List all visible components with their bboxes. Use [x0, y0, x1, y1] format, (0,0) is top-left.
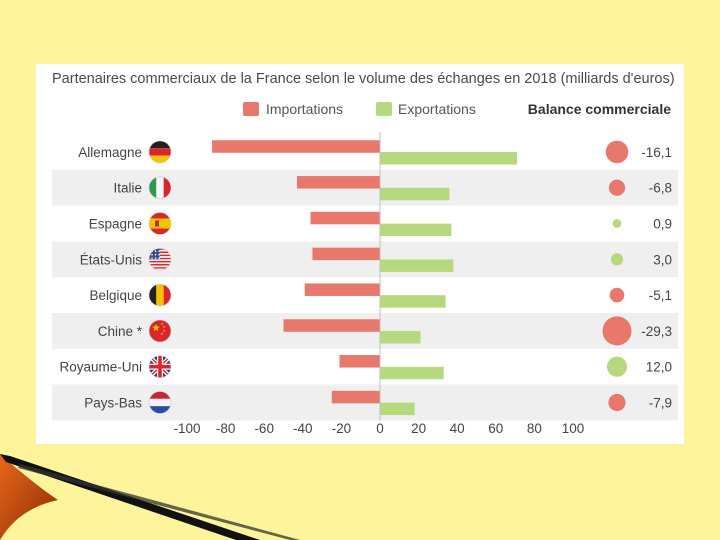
chart-panel: Partenaires commerciaux de la France sel… — [36, 64, 684, 444]
flag-germany — [149, 140, 171, 163]
balance-bubble — [608, 393, 626, 412]
flag-china — [149, 319, 171, 342]
bar-importations — [331, 390, 380, 404]
legend-label-exportations: Exportations — [398, 101, 476, 117]
x-tick-label: -20 — [332, 421, 352, 436]
category-label: Italie — [113, 181, 142, 196]
x-tick-label: 80 — [527, 421, 542, 436]
bar-importations — [297, 176, 380, 189]
legend-label-importations: Importations — [266, 101, 343, 117]
balance-bubble — [609, 287, 625, 303]
x-axis-ticks: -100 -80 -60 -40 -20 0 20 40 60 80 100 — [173, 421, 584, 436]
row-1: Italie -6,8 — [113, 176, 672, 201]
flag-belgium — [149, 284, 171, 307]
balance-bubble — [608, 179, 626, 196]
bar-importations — [310, 211, 380, 225]
flag-netherlands — [149, 391, 171, 414]
balance-value: -16,1 — [641, 145, 672, 160]
x-tick-label: 0 — [376, 421, 384, 436]
row-6: Royaume-Uni 12,0 — [59, 355, 672, 380]
bar-exportations — [380, 223, 452, 237]
flag-uk — [149, 355, 171, 378]
x-tick-label: 60 — [488, 421, 503, 436]
category-label: Espagne — [89, 217, 142, 232]
bar-exportations — [380, 331, 421, 344]
bar-importations — [304, 283, 380, 296]
balance-value: 0,9 — [653, 217, 672, 232]
balance-value: 12,0 — [646, 360, 672, 375]
flag-usa — [149, 248, 171, 271]
x-tick-label: 40 — [450, 421, 465, 436]
row-0: Allemagne -16,1 — [78, 140, 672, 165]
category-label: Belgique — [89, 288, 142, 303]
balance-bubble — [605, 140, 629, 164]
x-tick-label: 100 — [562, 421, 585, 436]
legend: Importations Exportations Balance commer… — [243, 101, 671, 117]
x-tick-label: -100 — [173, 421, 200, 436]
trade-partners-chart: Partenaires commerciaux de la France sel… — [52, 71, 678, 436]
legend-swatch-importations — [243, 102, 259, 116]
flag-spain — [149, 212, 171, 235]
bar-importations — [339, 355, 380, 368]
balance-bubble — [606, 356, 628, 377]
row-4: Belgique -5,1 — [89, 283, 672, 308]
balance-value: 3,0 — [653, 252, 672, 267]
slide-corner-decoration — [0, 454, 300, 540]
balance-value: -7,9 — [649, 396, 672, 411]
x-tick-label: -80 — [216, 421, 236, 436]
chart-title: Partenaires commerciaux de la France sel… — [52, 71, 675, 87]
row-2: Espagne 0,9 — [89, 211, 672, 237]
balance-bubble — [610, 253, 624, 266]
chart-rows: Allemagne -16,1 Italie -6,8 Espagne 0,9 États-… — [59, 132, 672, 421]
bar-importations — [212, 140, 380, 153]
x-tick-label: -40 — [293, 421, 313, 436]
balance-value: -6,8 — [649, 181, 672, 196]
bar-exportations — [380, 259, 454, 272]
legend-label-balance: Balance commerciale — [528, 101, 671, 117]
balance-value: -5,1 — [649, 288, 672, 303]
x-tick-label: -60 — [254, 421, 274, 436]
row-5: Chine * -29,3 — [98, 316, 672, 346]
bar-exportations — [380, 366, 444, 380]
bar-exportations — [380, 402, 415, 416]
bar-exportations — [380, 187, 450, 201]
row-3: États-Unis 3,0 — [80, 247, 672, 272]
bar-exportations — [380, 295, 446, 308]
category-label: Chine * — [98, 324, 143, 339]
bar-importations — [283, 319, 380, 332]
legend-swatch-exportations — [376, 102, 392, 116]
balance-bubble — [602, 316, 632, 346]
balance-value: -29,3 — [641, 324, 672, 339]
category-label: États-Unis — [80, 252, 143, 267]
row-7: Pays-Bas -7,9 — [84, 390, 672, 416]
category-label: Royaume-Uni — [59, 360, 142, 375]
category-label: Pays-Bas — [84, 396, 142, 411]
bar-exportations — [380, 152, 518, 165]
category-label: Allemagne — [78, 145, 142, 160]
balance-bubble — [612, 219, 622, 228]
flag-italy — [149, 176, 171, 199]
x-tick-label: 20 — [411, 421, 426, 436]
bar-importations — [312, 247, 380, 261]
